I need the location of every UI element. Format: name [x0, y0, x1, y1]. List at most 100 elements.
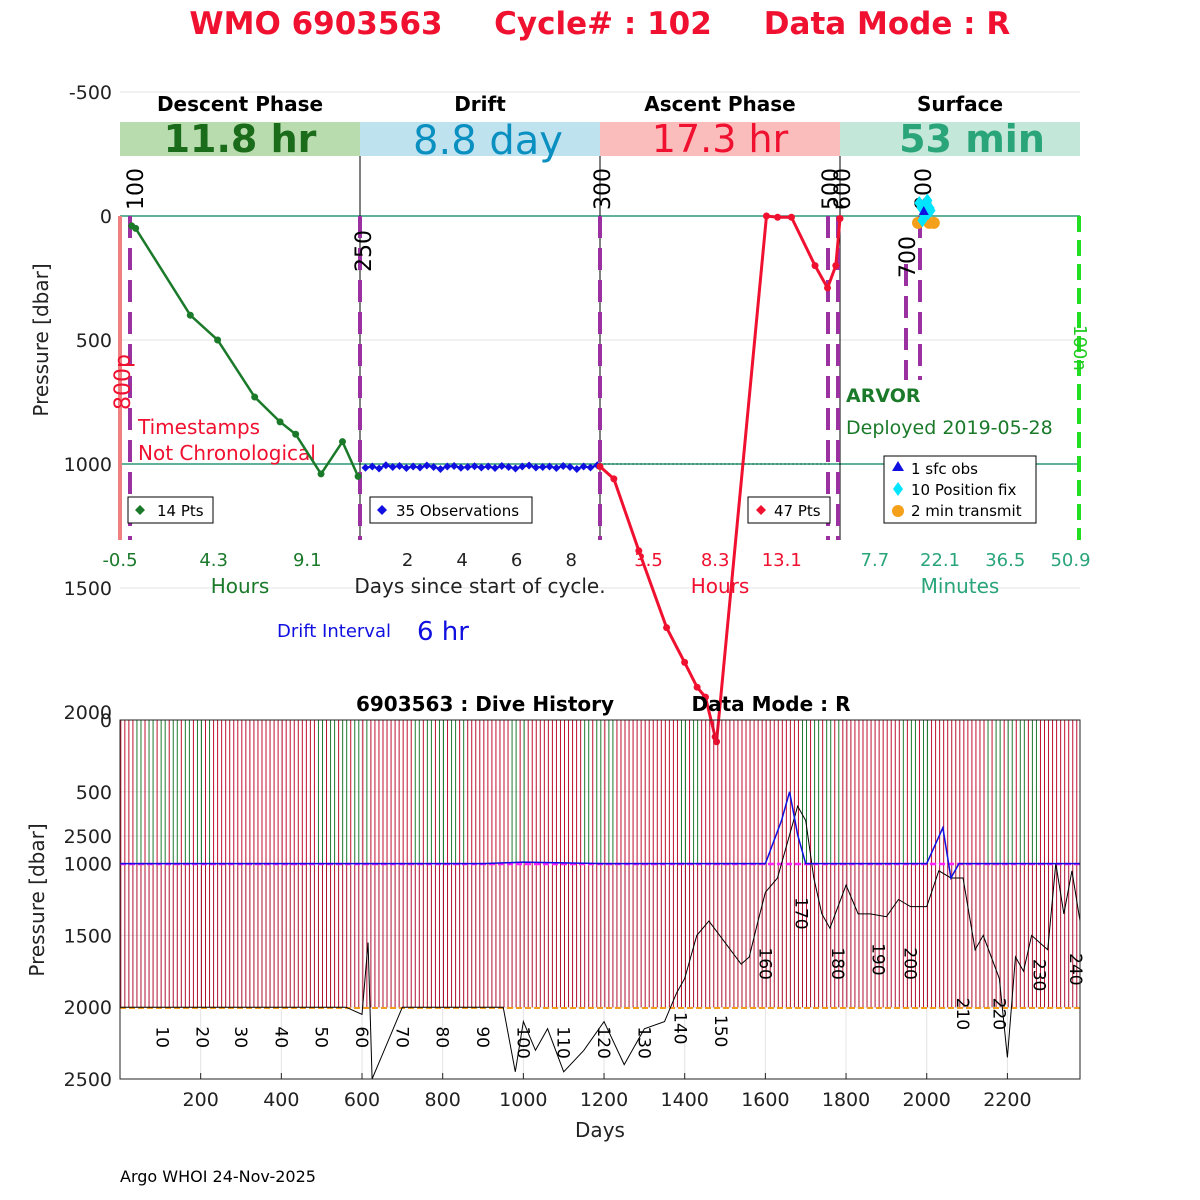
- history-ytick-label: 500: [76, 782, 112, 804]
- ascent-point: [635, 547, 643, 555]
- history-traces: [120, 791, 1081, 1080]
- history-xtick-label: 2000: [903, 1089, 951, 1111]
- drift-point: [552, 463, 561, 472]
- history-ytick-label: 1500: [64, 925, 112, 947]
- top-xtick-label: 7.7: [861, 550, 890, 571]
- marker-300-label: 300: [591, 168, 616, 210]
- history-xtick-label: 800: [425, 1089, 461, 1111]
- legend-sfc-obs-marker: [892, 461, 904, 471]
- descent-xlabel: Hours: [211, 574, 270, 598]
- ascent-point: [832, 262, 840, 270]
- sfc-obs-point: [918, 205, 929, 215]
- drift-point: [484, 462, 493, 471]
- history-x-axis: 200 400 600 800 1000 1200 1400 1600 1800 2000 2200: [183, 1073, 1032, 1111]
- top-xtick-label: -0.5: [102, 550, 137, 571]
- cycle-number-label: 120: [593, 1026, 613, 1058]
- drift-series: [361, 461, 602, 473]
- descent-point: [317, 470, 325, 478]
- drift-point: [456, 463, 465, 472]
- ascent-xlabel: Hours: [691, 574, 750, 598]
- cycle-number-label: 70: [391, 1026, 411, 1048]
- descent-point: [354, 472, 362, 480]
- history-xtick-label: 1600: [741, 1089, 789, 1111]
- position-fix-point: [924, 201, 935, 215]
- drift-point: [586, 463, 595, 472]
- drift-depth-trace: [120, 791, 1080, 881]
- phase-band-surface: [840, 122, 1080, 156]
- legend-descent-label: 14 Pts: [157, 502, 204, 520]
- top-ytick-label: 0: [100, 206, 112, 228]
- legend-ascent: 47 Pts: [747, 496, 831, 524]
- marker-800p-label: 800p: [111, 354, 136, 410]
- history-ytick-label: 1000: [64, 854, 112, 876]
- cycle-number-label: 100: [512, 1026, 532, 1058]
- history-xtick-label: 400: [263, 1089, 299, 1111]
- ascent-point: [701, 693, 709, 701]
- legend-descent: 14 Pts: [127, 496, 214, 524]
- drift-point: [470, 462, 479, 471]
- header-wmo: WMO 6903563: [189, 6, 442, 42]
- history-xtick-label: 1400: [661, 1089, 709, 1111]
- surface-xlabel: Minutes: [921, 574, 1000, 598]
- drift-point: [436, 464, 445, 473]
- phase-duration-drift: 8.8 day: [413, 118, 563, 164]
- drift-point: [518, 462, 527, 471]
- top-xtick-label: 2: [402, 550, 413, 571]
- history-xtick-label: 200: [183, 1089, 219, 1111]
- descent-series: [128, 222, 362, 480]
- cycle-number-label: 150: [710, 1015, 730, 1047]
- marker-800p-bar: [118, 216, 122, 540]
- legend-ascent-marker: [756, 505, 766, 515]
- history-title: 6903563 : Dive History: [356, 692, 614, 716]
- marker-500-label: 500: [819, 168, 844, 210]
- descent-line: [131, 224, 360, 477]
- history-ytick-label: 0: [100, 710, 112, 732]
- descent-point: [214, 336, 222, 344]
- drift-point: [429, 462, 438, 471]
- phase-band-descent: [120, 122, 360, 156]
- ascent-point: [811, 262, 819, 270]
- cycle-number-label: 10: [151, 1026, 171, 1048]
- history-xtick-label: 1000: [499, 1089, 547, 1111]
- drift-point: [504, 462, 513, 471]
- cycle-number-label: 240: [1065, 953, 1085, 985]
- ascent-line: [599, 214, 842, 743]
- legend-drift-marker: [377, 505, 387, 515]
- history-xtick-label: 1200: [580, 1089, 628, 1111]
- top-xtick-label: 6: [511, 550, 522, 571]
- top-xtick-label: 36.5: [985, 550, 1025, 571]
- phase-duration-descent: 11.8 hr: [164, 117, 317, 161]
- drift-point: [497, 461, 506, 470]
- drift-point: [381, 461, 390, 470]
- history-dive-bars: [120, 720, 1078, 1008]
- history-title-mode: Data Mode : R: [692, 692, 851, 716]
- drift-point: [525, 461, 534, 470]
- descent-point: [292, 430, 300, 438]
- max-depth-trace: [120, 804, 1081, 1080]
- top-xtick-label: 9.1: [293, 550, 322, 571]
- drift-point: [559, 461, 568, 470]
- cycle-number-label: 140: [670, 1012, 690, 1044]
- cycle-number-label: 220: [988, 998, 1008, 1030]
- history-xtick-label: 600: [344, 1089, 380, 1111]
- descent-point: [186, 311, 194, 319]
- drift-point: [388, 462, 397, 471]
- timestamps-note-line1: Timestamps: [137, 415, 260, 439]
- phase-title-descent: Descent Phase: [157, 92, 323, 116]
- drift-point: [416, 463, 424, 472]
- top-y-axis: -500 0 500 1000 1500 2000 2500: [64, 82, 112, 848]
- legend-transmit-marker: [892, 505, 904, 517]
- history-ytick-label: 2500: [64, 1069, 112, 1091]
- cycle-number-label: 20: [192, 1026, 212, 1048]
- history-xtick-label: 2200: [983, 1089, 1031, 1111]
- legend-position-fix-label: 10 Position fix: [911, 481, 1016, 499]
- top-xtick-label: 8: [565, 550, 576, 571]
- top-xtick-label: 8.3: [701, 550, 730, 571]
- drift-point: [443, 462, 452, 471]
- top-ytick-label: 2500: [64, 826, 112, 848]
- marker-600-label: 600: [831, 168, 856, 210]
- drift-xlabel: Days since start of cycle.: [354, 574, 605, 598]
- descent-point: [132, 224, 140, 232]
- drift-interval-label: Drift Interval: [277, 621, 391, 642]
